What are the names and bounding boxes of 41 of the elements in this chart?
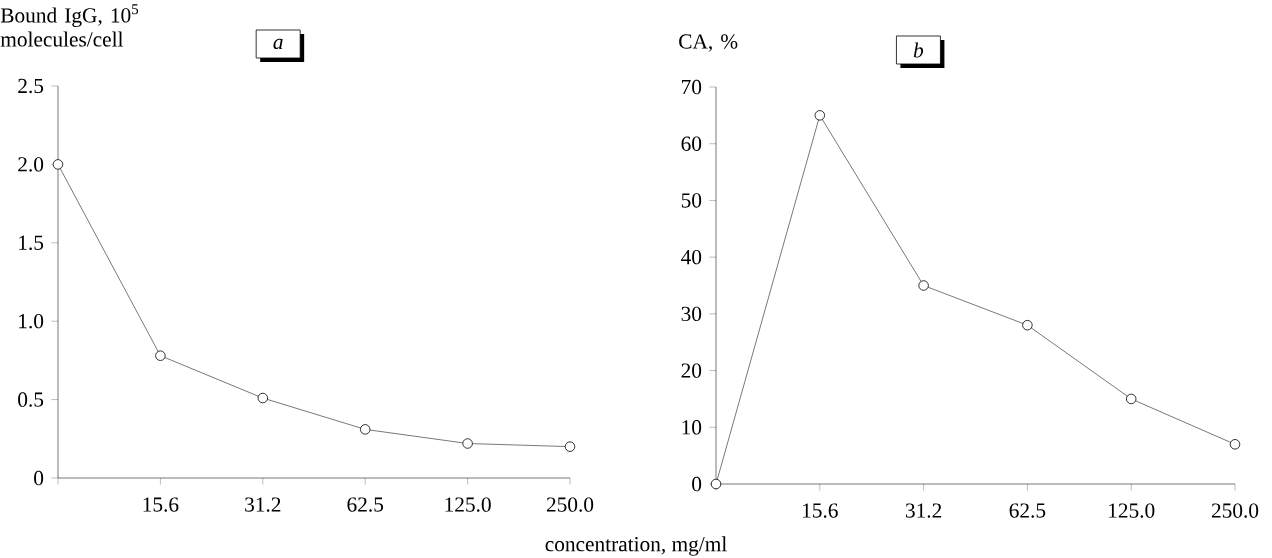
y-tick-label: 1.5 — [19, 235, 44, 250]
point — [257, 392, 268, 404]
x-tick-label: 125.0 — [1109, 503, 1155, 518]
y-tick-label: 1.0 — [19, 313, 44, 329]
x-tick-label: 31.2 — [905, 503, 942, 518]
y-tick-label: 50 — [681, 193, 702, 208]
point — [918, 280, 929, 291]
chart-title: a — [273, 38, 283, 50]
y-tick-label: 2.5 — [18, 78, 44, 94]
point — [1126, 393, 1137, 405]
y-tick-label: 2.0 — [18, 157, 44, 172]
y-tick-label: 0 — [692, 476, 702, 492]
y-tick-label: 70 — [682, 79, 702, 95]
y-tick-label: 10 — [682, 420, 702, 435]
x-axis-title: concentration, mg/ml — [545, 536, 727, 556]
point — [462, 438, 473, 449]
y-tick-label: 0.5 — [18, 392, 44, 407]
x-tick-label: 250.0 — [546, 497, 594, 512]
x-tick-label: 250.0 — [1211, 503, 1259, 518]
point — [1229, 439, 1241, 450]
x-tick-label: 15.6 — [803, 503, 838, 518]
y-tick-label: 0 — [34, 470, 44, 486]
y-tick-label: 40 — [681, 249, 702, 265]
text: Bound IgG, 10$^{5}$ molecules/cell — [0, 4, 139, 47]
x-tick-label: 125.0 — [445, 497, 491, 512]
y-tick-label: 20 — [681, 363, 702, 378]
point — [814, 110, 826, 121]
point — [155, 350, 166, 361]
x-tick-label: 31.2 — [245, 497, 281, 512]
x-tick-label: 15.6 — [143, 497, 179, 512]
y-tick-label: 30 — [681, 306, 702, 322]
y-axis-title: CA, % — [679, 34, 738, 52]
point — [360, 424, 371, 435]
point — [710, 478, 722, 490]
y-tick-label: 60 — [681, 136, 702, 151]
x-tick-label: 62.5 — [347, 497, 384, 512]
chart-title: b — [913, 42, 924, 58]
point — [52, 159, 64, 170]
point — [1022, 320, 1033, 331]
x-tick-label: 62.5 — [1009, 503, 1046, 518]
point — [564, 441, 576, 452]
